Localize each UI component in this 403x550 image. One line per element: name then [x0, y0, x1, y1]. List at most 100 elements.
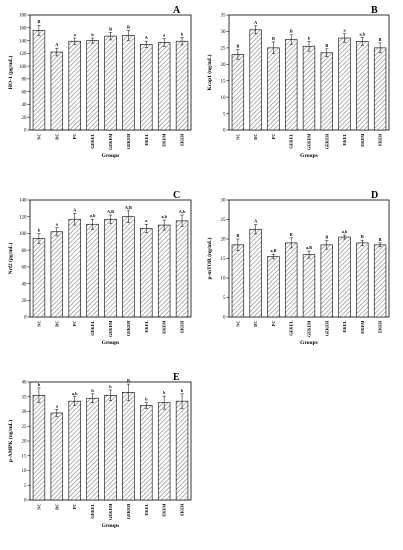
significance-letter: B	[272, 36, 275, 41]
significance-letter: a	[56, 222, 59, 227]
significance-letter: a	[74, 32, 77, 37]
y-tick-label: 100	[19, 232, 27, 237]
bar	[338, 37, 351, 131]
significance-letter: b	[308, 35, 311, 40]
x-tick-label: DC	[54, 134, 59, 140]
y-tick-label: 140	[19, 199, 27, 204]
y-tick-label: 120	[19, 215, 27, 220]
x-tick-label: EKEH	[180, 133, 185, 146]
significance-letter: B	[290, 29, 293, 34]
significance-letter: a,b	[161, 214, 167, 219]
x-tick-label: EKEH	[378, 320, 383, 333]
x-tick-label: EKEM	[360, 321, 365, 334]
bar	[356, 242, 369, 318]
y-tick-label: 30	[22, 410, 28, 415]
significance-letter: a	[163, 33, 166, 38]
y-tick-label: 25	[221, 218, 227, 223]
bar	[320, 244, 333, 318]
y-tick-label: 10	[221, 96, 227, 101]
bar	[285, 39, 298, 131]
bar	[86, 40, 99, 131]
y-tick-label: 80	[22, 78, 28, 83]
significance-letter: B	[379, 237, 382, 242]
y-tick-label: 15	[22, 454, 28, 459]
x-tick-label: PC	[271, 134, 276, 140]
bar	[86, 397, 99, 501]
significance-letter: B	[361, 234, 364, 239]
bar	[104, 394, 117, 501]
x-tick-label: EKEM	[162, 134, 167, 147]
significance-letter: B	[379, 37, 382, 42]
y-tick-label: 10	[22, 469, 28, 474]
significance-letter: b	[91, 32, 94, 37]
panel-label: A	[173, 5, 181, 16]
y-tick-label: 30	[221, 30, 227, 35]
x-tick-label: EKEM	[360, 134, 365, 147]
y-tick-label: 80	[22, 249, 28, 254]
panel-label: D	[371, 190, 378, 201]
bar	[249, 29, 262, 131]
x-tick-label: GEKEM	[307, 321, 312, 337]
significance-letter: B	[127, 378, 130, 383]
y-axis-label: Nrf2 (pg/mL)	[7, 243, 14, 275]
bar	[50, 51, 64, 131]
bar	[356, 40, 369, 131]
y-tick-label: 5	[223, 112, 226, 117]
significance-letter: A	[254, 20, 258, 25]
bar	[32, 30, 46, 131]
x-tick-label: EKEL	[144, 320, 149, 332]
significance-letter: A,B	[125, 205, 132, 210]
x-tick-label: GEKEH	[324, 320, 329, 336]
bar	[122, 35, 135, 131]
x-tick-label: EKEH	[180, 320, 185, 333]
y-tick-label: 60	[22, 266, 28, 271]
x-tick-label: DC	[54, 321, 59, 327]
y-tick-label: 160	[19, 26, 27, 31]
x-tick-label: GEKEH	[126, 133, 131, 149]
x-tick-label: GEKEM	[307, 134, 312, 150]
y-tick-label: 140	[19, 39, 27, 44]
bar	[140, 44, 153, 131]
bar	[157, 402, 171, 501]
x-tick-label: GEKEL	[90, 320, 95, 335]
y-tick-label: 40	[22, 381, 28, 386]
x-tick-label: PC	[72, 134, 77, 140]
y-tick-label: 0	[223, 316, 226, 321]
bar	[231, 54, 245, 131]
significance-letter: b	[91, 388, 94, 393]
bar	[320, 52, 333, 131]
significance-letter: B	[290, 232, 293, 237]
bar	[140, 405, 153, 501]
bar	[122, 392, 135, 501]
bar	[302, 254, 316, 318]
chart-panel-e: 0 5 10 15 20 25 30 35 40 b NC a DC a,b PC b GEKEL b GEKEM B…	[7, 372, 192, 529]
y-tick-label: 20	[221, 63, 227, 68]
significance-letter: b	[38, 227, 41, 232]
x-tick-label: EKEL	[342, 133, 347, 145]
y-tick-label: 40	[22, 282, 28, 287]
y-tick-label: 10	[221, 277, 227, 282]
significance-letter: A,b	[179, 209, 186, 214]
bar	[68, 400, 81, 501]
bar	[175, 40, 189, 131]
x-tick-label: EKEM	[162, 504, 167, 517]
bar	[140, 228, 153, 318]
x-tick-label: DC	[253, 134, 258, 140]
y-tick-label: 20	[22, 299, 28, 304]
bar	[157, 42, 171, 131]
panel-label: C	[173, 190, 180, 201]
y-tick-label: 40	[22, 103, 28, 108]
bar	[68, 40, 81, 131]
bar	[338, 236, 351, 318]
x-axis-label: Groups	[300, 153, 318, 159]
significance-letter: b	[109, 384, 112, 389]
significance-letter: B	[236, 233, 239, 238]
panel-label: B	[371, 5, 378, 16]
significance-letter: B	[325, 235, 328, 240]
y-tick-label: 35	[22, 395, 28, 400]
y-tick-label: 20	[22, 440, 28, 445]
significance-letter: B	[127, 24, 130, 29]
bar	[249, 228, 262, 318]
bar	[68, 218, 81, 318]
y-tick-label: 0	[24, 316, 27, 321]
